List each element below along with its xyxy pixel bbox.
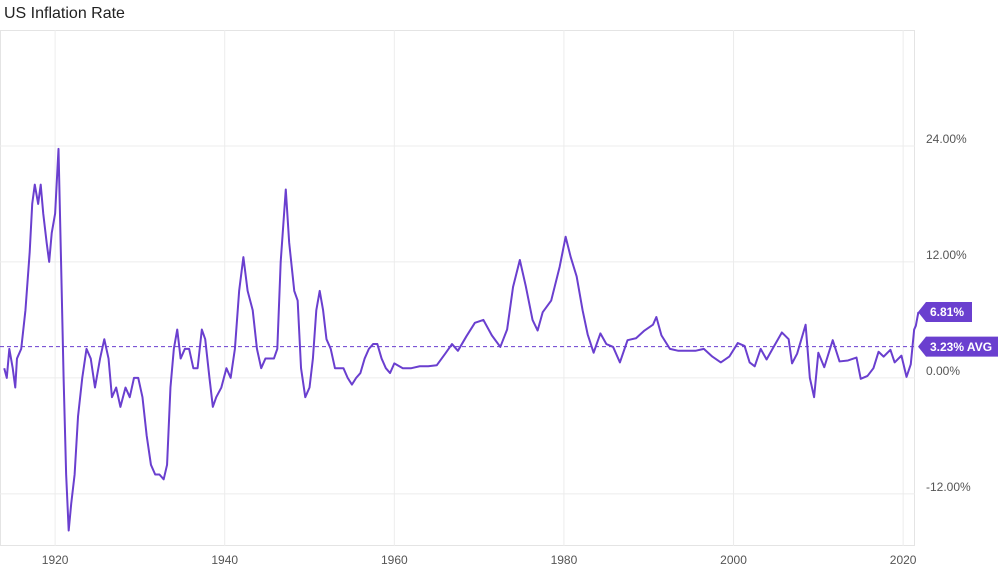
x-tick-label: 1920 [42,553,69,567]
end-value-badge [918,302,972,323]
x-tick-label: 1940 [211,553,238,567]
y-tick-label: 12.00% [926,248,967,262]
data-line [3,147,920,532]
end-value-label: 6.81% [930,305,964,319]
y-tick-label: 0.00% [926,364,960,378]
x-tick-label: 2020 [890,553,917,567]
y-tick-label: -12.00% [926,480,971,494]
plot-frame [0,30,915,546]
x-tick-label: 1980 [551,553,578,567]
chart-title: US Inflation Rate [4,5,125,22]
x-tick-label: 1960 [381,553,408,567]
average-label: 3.23% AVG [930,340,992,354]
average-badge [918,336,998,357]
y-tick-label: 24.00% [926,132,967,146]
x-tick-label: 2000 [720,553,747,567]
